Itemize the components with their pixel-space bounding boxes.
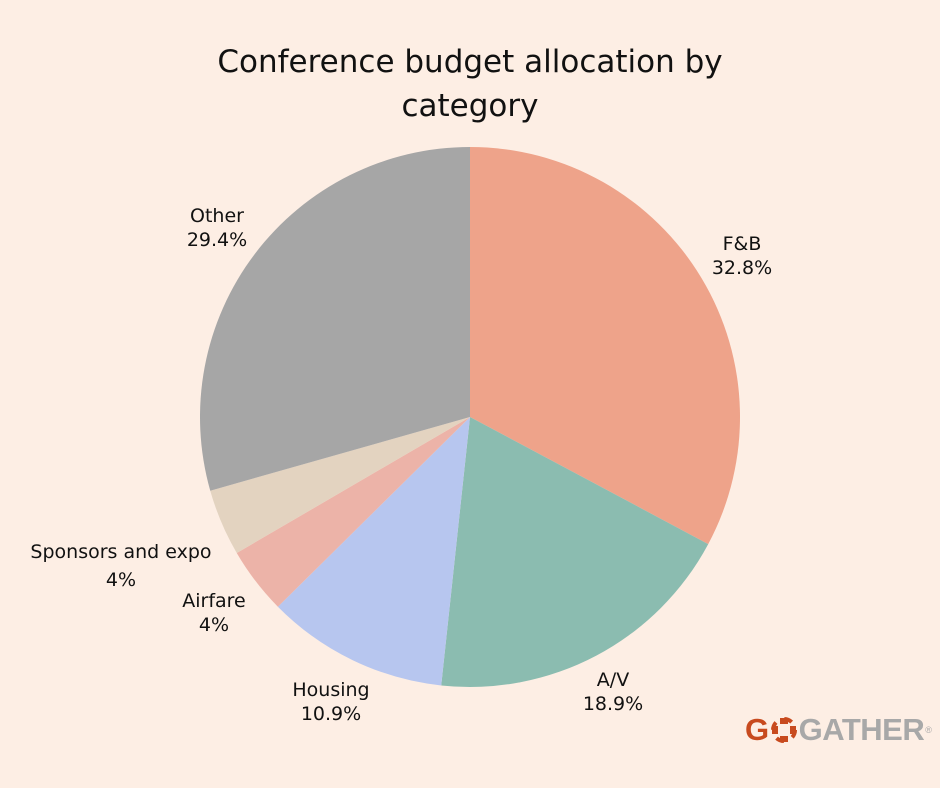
label-housing: Housing 10.9% [292,679,370,725]
pie-slice-f-b [470,147,740,545]
gogather-logo: G GATHER ® [745,712,932,747]
label-sponsors: Sponsors and expo 4% [30,541,212,591]
label-fnb: F&B 32.8% [711,233,773,279]
pie-slice-sponsors-and-expo [210,417,470,553]
label-airfare: Airfare 4% [182,590,246,636]
chart-title: Conference budget allocation by category [0,40,940,128]
label-other: Other 29.4% [186,205,248,251]
label-av: A/V 18.9% [582,669,644,715]
pie-slice-airfare [236,417,470,607]
title-line-2: category [401,88,539,124]
title-line-1: Conference budget allocation by [217,44,723,80]
pie-slice-housing [277,417,470,686]
pie-slice-a-v [441,417,709,687]
pie-slice-other [200,147,471,491]
logo-cross-icon [770,717,797,743]
